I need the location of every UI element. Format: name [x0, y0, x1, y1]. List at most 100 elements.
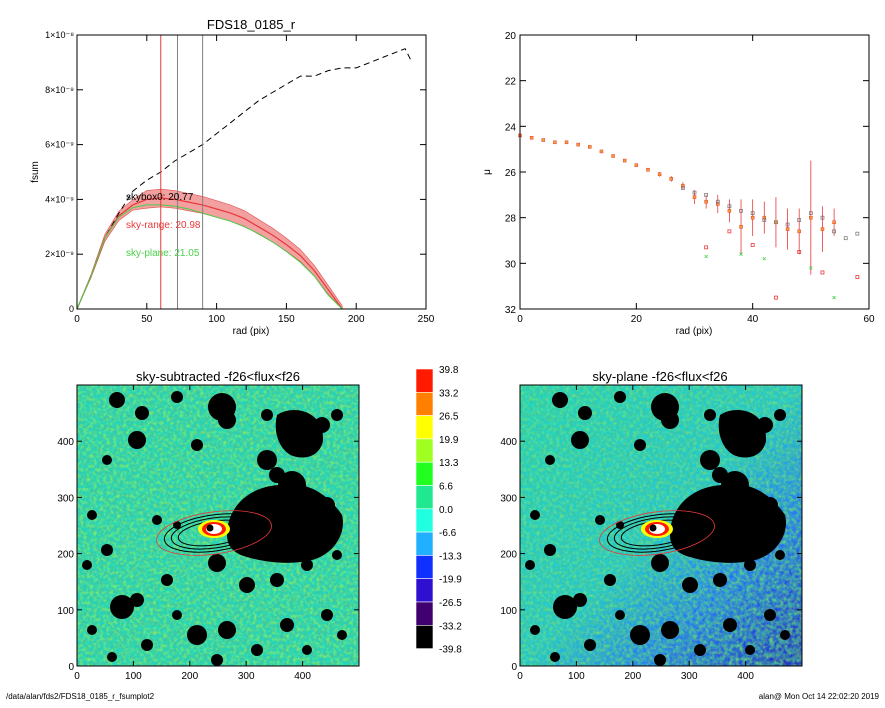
mu-skybox-point [855, 231, 860, 236]
masked-source [141, 639, 153, 651]
mu-point [832, 220, 836, 224]
sky-subtracted-map [77, 385, 359, 666]
isophote-ellipses [599, 510, 715, 556]
image2-x-ticks: 0 100 200 300 400 [517, 385, 754, 682]
x-tick-label: 40 [747, 314, 759, 325]
mu-skybox-point [808, 211, 813, 215]
fsum-plot-frame [76, 34, 427, 310]
colorbar-label: 33.2 [439, 388, 459, 399]
colorbar-label: 39.8 [439, 365, 459, 376]
colorbar-swatch [415, 461, 434, 486]
x-tick-label: 100 [208, 314, 225, 325]
mu-point [599, 149, 604, 154]
mu-skybox-point [727, 204, 732, 209]
masked-source [545, 455, 555, 465]
x-tick-label: 100 [125, 671, 142, 682]
masked-source [261, 409, 273, 421]
masked-source [661, 621, 679, 639]
x-tick-label: 150 [278, 314, 295, 325]
y-tick-label: 24 [505, 122, 517, 133]
mu-point [611, 154, 615, 158]
masked-source [102, 455, 112, 465]
masked-source [130, 593, 144, 607]
y-tick-label: 100 [57, 606, 74, 617]
mu-skyrange-point [855, 275, 860, 279]
colorbar-swatch [415, 438, 434, 463]
mu-point [529, 136, 534, 140]
mu-skyrange-point [774, 295, 778, 300]
masked-source [614, 391, 626, 403]
mu-point [681, 183, 685, 188]
mu-skybox-point [739, 208, 743, 213]
masked-source [218, 411, 236, 429]
y-tick-label: 0 [69, 304, 74, 314]
colorbar-swatch [415, 555, 434, 580]
mu-skyplane-point [832, 295, 836, 300]
masked-source [161, 574, 173, 586]
masked-source [270, 573, 284, 587]
masked-source [550, 652, 560, 662]
sky-radius-markers [160, 35, 204, 309]
colorbar-label: 6.6 [439, 482, 453, 493]
masked-source [101, 544, 113, 556]
mu-skybox-point [762, 218, 767, 222]
masked-source [745, 645, 755, 655]
masked-source [135, 406, 149, 420]
masked-source [553, 595, 577, 619]
colorbar-label: 13.3 [439, 458, 459, 469]
mu-point [704, 199, 708, 204]
y-tick-label: 0 [68, 662, 74, 673]
colorbar-swatch [415, 391, 434, 416]
masked-source [775, 550, 785, 560]
mu-point [541, 138, 546, 142]
y-tick-label: 400 [500, 437, 517, 448]
x-tick-label: 200 [624, 671, 641, 682]
masked-source [713, 573, 727, 587]
colorbar-swatch [415, 601, 434, 626]
mu-skybox-point [704, 192, 708, 197]
mu-point [716, 202, 720, 206]
masked-source [208, 554, 226, 572]
mu-skybox-point [843, 236, 848, 241]
image1-y-ticks: 0 100 200 300 400 [57, 437, 359, 673]
colorbar-label: -19.9 [439, 575, 462, 586]
mu-point [622, 158, 627, 163]
y-tick-label: 1×10⁻⁸ [45, 30, 74, 40]
y-tick-label: 0 [511, 662, 517, 673]
masked-source [595, 515, 605, 525]
x-tick-label: 0 [74, 671, 80, 682]
mu-point [692, 195, 697, 199]
masked-source [87, 510, 97, 520]
x-tick-label: 60 [863, 314, 875, 325]
masked-source [107, 652, 117, 662]
masked-source [651, 554, 669, 572]
mu-skyrange-point [750, 243, 755, 247]
sky-plane-map [520, 385, 802, 666]
masked-source [191, 439, 203, 451]
masked-source [704, 409, 716, 421]
mu-point [774, 220, 778, 224]
colorbar-label: 19.9 [439, 435, 459, 446]
mu-x-label: rad (pix) [676, 326, 713, 337]
sky-subtracted-frame [76, 384, 360, 667]
masked-source [239, 577, 255, 593]
x-tick-label: 0 [517, 671, 523, 682]
colorbar-label: -13.3 [439, 551, 462, 562]
masked-sources [525, 391, 790, 666]
y-tick-label: 8×10⁻⁹ [45, 85, 74, 95]
mu-skybox-point [785, 222, 790, 227]
colorbar-label: -39.8 [439, 645, 462, 656]
y-tick-label: 2×10⁻⁹ [45, 249, 74, 259]
annotation-sky-range: sky-range: 20.98 [126, 220, 201, 231]
masked-source [87, 625, 97, 635]
sky-subtracted-image: sky-subtracted -f26<flux<f26 0 100 200 300 4… [57, 369, 360, 682]
mu-skyrange-point [797, 250, 802, 254]
masked-source [723, 618, 737, 632]
sky-plane-curve [76, 204, 343, 310]
masked-source [331, 409, 343, 421]
y-tick-label: 400 [57, 437, 74, 448]
masked-source [302, 645, 312, 655]
y-tick-label: 200 [500, 550, 517, 561]
colorbar-label: -6.6 [439, 528, 457, 539]
